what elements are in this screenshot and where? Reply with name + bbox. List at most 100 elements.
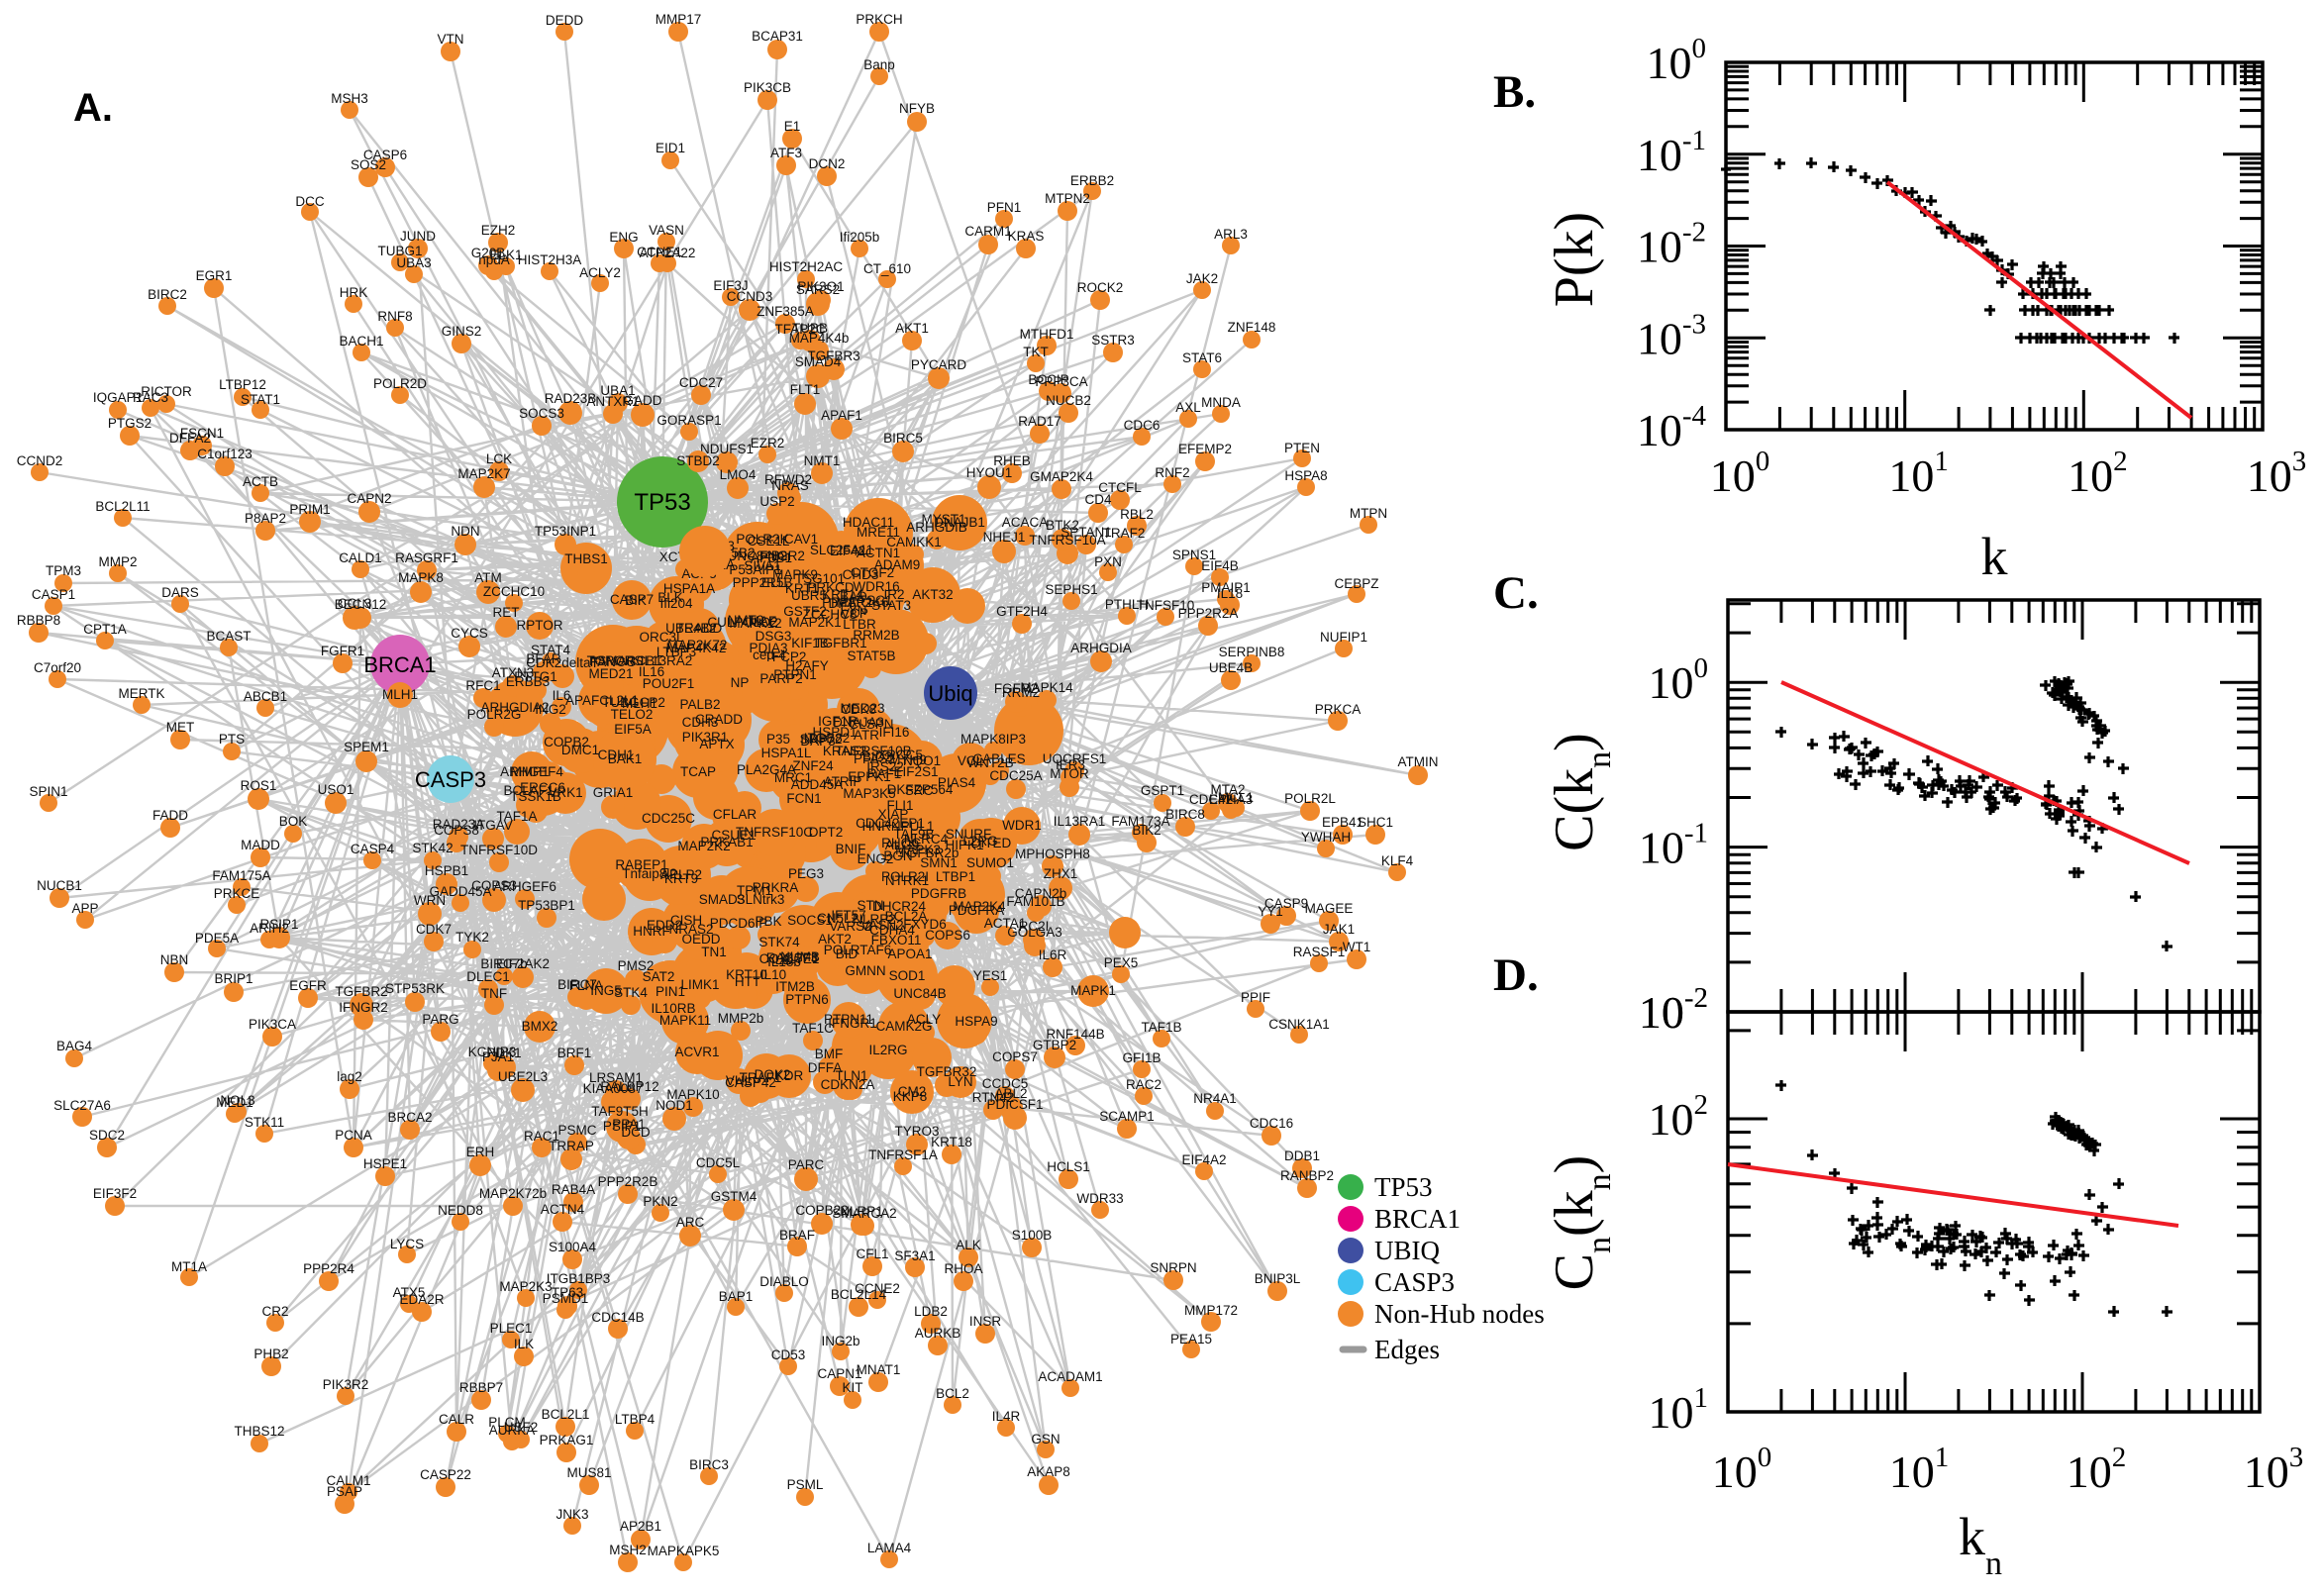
svg-text:SUMO1: SUMO1: [966, 855, 1014, 870]
svg-text:GORASP1: GORASP1: [656, 413, 721, 428]
svg-text:ARC: ARC: [676, 1215, 705, 1230]
svg-text:CYCS: CYCS: [451, 626, 488, 641]
svg-text:BCLAF1: BCLAF1: [503, 783, 554, 798]
svg-text:ARHGEF6: ARHGEF6: [493, 879, 556, 894]
svg-text:RAD23A: RAD23A: [433, 817, 485, 832]
svg-text:SCAMP1: SCAMP1: [1099, 1109, 1155, 1124]
svg-text:TN1: TN1: [701, 945, 727, 959]
svg-text:ABL2: ABL2: [994, 1086, 1027, 1101]
svg-text:TP53INP1: TP53INP1: [535, 524, 596, 539]
svg-text:RASGRF1: RASGRF1: [395, 550, 458, 565]
svg-text:ERCC6: ERCC6: [520, 780, 565, 795]
svg-text:CASP7: CASP7: [610, 592, 654, 607]
svg-text:lag2: lag2: [337, 1069, 362, 1084]
svg-text:SOS2: SOS2: [351, 157, 386, 172]
svg-text:CSNK1A1: CSNK1A1: [1268, 1017, 1330, 1032]
svg-text:BACH1: BACH1: [339, 334, 383, 349]
svg-text:SMN1: SMN1: [920, 855, 958, 870]
svg-text:CSE1L: CSE1L: [748, 534, 790, 549]
svg-text:ZNF385A: ZNF385A: [757, 304, 814, 319]
svg-text:BIRC5: BIRC5: [883, 431, 923, 446]
svg-text:KKP8: KKP8: [893, 1089, 928, 1104]
svg-text:TUBG1: TUBG1: [377, 244, 422, 258]
svg-text:SMAD4: SMAD4: [795, 354, 842, 369]
svg-text:TNF: TNF: [481, 986, 507, 1001]
svg-text:P(k): P(k): [1544, 212, 1605, 307]
svg-text:DIABLO: DIABLO: [759, 1274, 809, 1289]
svg-text:NMT1: NMT1: [804, 453, 841, 468]
svg-text:RBL2: RBL2: [1120, 507, 1154, 522]
svg-text:SPIN1: SPIN1: [29, 784, 67, 799]
svg-text:KRAS: KRAS: [1008, 229, 1045, 244]
svg-text:Non-Hub nodes: Non-Hub nodes: [1374, 1299, 1545, 1329]
svg-text:CAMK2G: CAMK2G: [875, 1019, 932, 1034]
svg-text:EIF42: EIF42: [830, 544, 865, 558]
svg-text:ZNF148: ZNF148: [1228, 320, 1276, 335]
svg-text:IL10RB: IL10RB: [651, 1001, 695, 1016]
svg-text:TP63: TP63: [552, 1285, 583, 1300]
svg-text:BECN12: BECN12: [335, 597, 387, 612]
svg-text:IL4R: IL4R: [992, 1409, 1021, 1424]
svg-text:LTBP4: LTBP4: [615, 1412, 656, 1427]
svg-text:CULPOLD2: CULPOLD2: [707, 615, 777, 630]
svg-text:BCCIP: BCCIP: [1028, 372, 1068, 387]
svg-text:DHCR24: DHCR24: [872, 899, 927, 914]
svg-text:MAPK10: MAPK10: [666, 1087, 719, 1102]
svg-text:MLH1: MLH1: [622, 696, 657, 711]
svg-text:PMS2: PMS2: [618, 958, 655, 973]
svg-text:GSTM4: GSTM4: [711, 1189, 758, 1204]
svg-text:CCL3: CCL3: [338, 596, 372, 611]
svg-text:IRS22: IRS22: [866, 759, 904, 774]
svg-text:PARG: PARG: [422, 1012, 458, 1027]
svg-text:ACLY2: ACLY2: [579, 265, 621, 280]
svg-text:MNAT1: MNAT1: [857, 1362, 901, 1377]
svg-text:RHEB: RHEB: [993, 453, 1031, 468]
svg-text:TYRO3: TYRO3: [894, 1124, 939, 1139]
svg-text:UBR5: UBR5: [791, 588, 827, 603]
svg-text:SSTR3: SSTR3: [1091, 333, 1135, 348]
svg-text:MED23: MED23: [840, 701, 884, 716]
svg-text:PSIP1: PSIP1: [603, 1119, 641, 1134]
svg-text:PDICSF1: PDICSF1: [986, 1097, 1043, 1112]
svg-text:CABLES: CABLES: [972, 751, 1025, 766]
svg-text:BAG4: BAG4: [56, 1039, 93, 1053]
svg-text:PTPN1: PTPN1: [773, 667, 817, 682]
svg-text:ARHGDIB: ARHGDIB: [906, 520, 967, 535]
svg-text:DPT: DPT: [829, 596, 856, 611]
svg-text:PTS: PTS: [219, 732, 245, 747]
svg-text:UQCRFS1: UQCRFS1: [1043, 751, 1107, 766]
svg-text:PPP2R5B: PPP2R5B: [733, 575, 793, 590]
svg-text:KIAA0087: KIAA0087: [583, 1081, 644, 1096]
svg-text:CFL1: CFL1: [856, 1247, 888, 1261]
svg-text:TGFBR2b: TGFBR2b: [899, 846, 960, 860]
svg-text:ERBB3: ERBB3: [506, 674, 550, 689]
svg-text:RET: RET: [493, 605, 520, 620]
svg-text:ATR: ATR: [854, 728, 879, 743]
svg-text:MTOR: MTOR: [1050, 766, 1089, 781]
svg-text:BRF1: BRF1: [557, 1046, 592, 1060]
svg-text:BLK: BLK: [657, 590, 683, 605]
svg-text:MAP3K5: MAP3K5: [843, 786, 895, 801]
svg-text:CALR: CALR: [439, 1412, 474, 1427]
svg-text:HSPB1: HSPB1: [425, 863, 468, 878]
svg-text:BIRC8: BIRC8: [1165, 807, 1205, 822]
svg-text:MSH2: MSH2: [609, 1543, 647, 1557]
svg-text:TSG101: TSG101: [795, 571, 845, 586]
svg-text:POU2F1: POU2F1: [643, 676, 695, 691]
svg-text:TRADD: TRADD: [676, 621, 723, 636]
svg-text:YWHAH: YWHAH: [1301, 830, 1351, 845]
svg-text:MAP2K72: MAP2K72: [667, 638, 728, 652]
svg-text:PIN1: PIN1: [656, 984, 685, 999]
svg-text:CDK7: CDK7: [416, 922, 452, 937]
svg-text:RHOA: RHOA: [944, 1261, 982, 1276]
svg-text:AKT1: AKT1: [895, 321, 929, 336]
svg-text:BFAR: BFAR: [526, 651, 561, 666]
svg-text:CD4: CD4: [1084, 492, 1111, 507]
svg-text:TP53BP1: TP53BP1: [518, 898, 575, 913]
svg-text:LTBR: LTBR: [843, 617, 876, 632]
svg-text:PRKCA: PRKCA: [1315, 702, 1362, 717]
svg-text:JAK1: JAK1: [1323, 922, 1355, 937]
svg-text:CDH1: CDH1: [598, 748, 635, 762]
svg-text:EZR2: EZR2: [751, 436, 785, 450]
svg-text:SEPHS1: SEPHS1: [1045, 582, 1097, 597]
